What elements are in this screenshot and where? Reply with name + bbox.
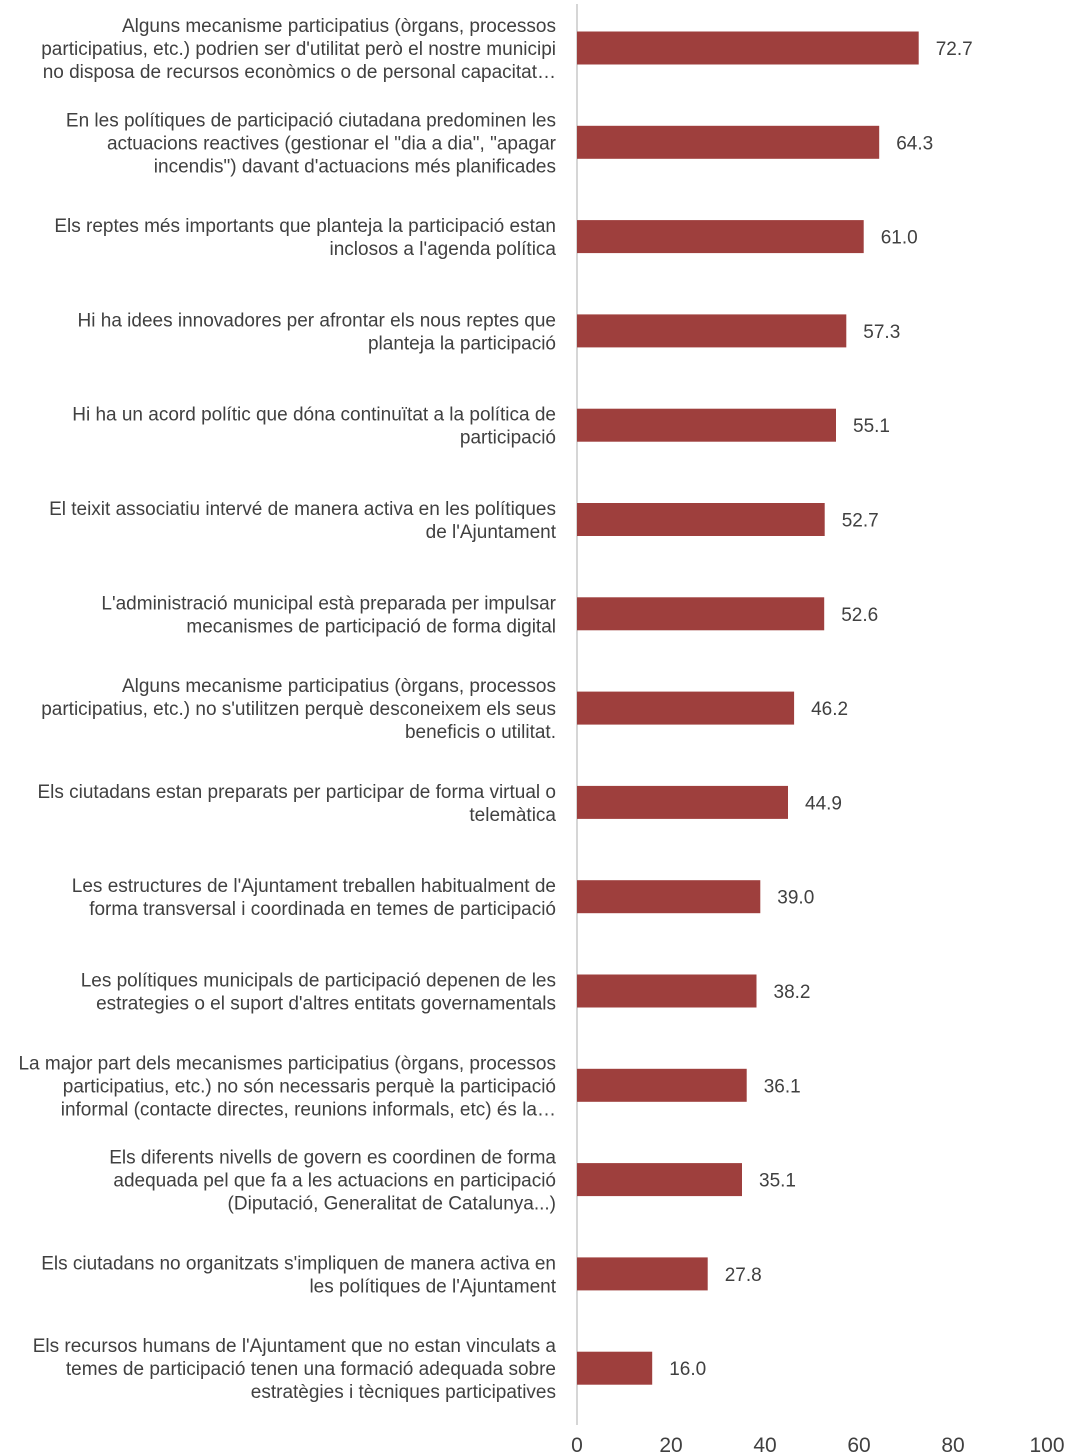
data-label: 72.7 (936, 39, 973, 60)
category-label: temes de participació tenen una formació… (66, 1359, 556, 1380)
bar (577, 314, 847, 348)
category-label: Els ciutadans no organitzats s'impliquen… (41, 1253, 556, 1274)
category-label: participatius, etc.) podrien ser d'utili… (41, 39, 556, 60)
category-label: L'administració municipal està preparada… (101, 593, 556, 614)
category-label: de l'Ajuntament (426, 522, 557, 543)
category-label: La major part dels mecanismes participat… (18, 1053, 556, 1074)
category-label: El teixit associatiu intervé de manera a… (49, 499, 556, 520)
bar (577, 220, 864, 254)
category-label: mecanismes de participació de forma digi… (186, 616, 556, 637)
bar (577, 1163, 742, 1197)
bar (577, 974, 757, 1008)
bar (577, 1351, 653, 1385)
category-label: incendis") davant d'actuacions més plani… (154, 156, 556, 177)
bar (577, 785, 788, 819)
data-label: 52.6 (841, 605, 878, 626)
category-label: participatius, etc.) no s'utilitzen perq… (41, 699, 556, 720)
category-label: participatius, etc.) no són necessaris p… (63, 1076, 556, 1097)
category-label: telemàtica (469, 805, 556, 826)
category-label: Els reptes més importants que planteja l… (54, 216, 556, 237)
category-label: Alguns mecanisme participatius (òrgans, … (122, 16, 556, 37)
data-label: 27.8 (725, 1265, 762, 1286)
category-label: planteja la participació (368, 333, 556, 354)
category-label: Les polítiques municipals de participaci… (81, 971, 556, 992)
data-label: 38.2 (774, 982, 811, 1003)
data-label: 39.0 (777, 888, 814, 909)
category-label: actuacions reactives (gestionar el "dia … (107, 133, 557, 154)
x-tick-label: 0 (571, 1434, 583, 1454)
category-label: Els recursos humans de l'Ajuntament que … (33, 1336, 557, 1357)
bar (577, 125, 880, 159)
category-label: inclosos a l'agenda política (330, 239, 557, 260)
category-label: Alguns mecanisme participatius (òrgans, … (122, 676, 556, 697)
data-label: 57.3 (863, 322, 900, 343)
x-tick-label: 60 (847, 1434, 870, 1454)
category-label: Els ciutadans estan preparats per partic… (37, 782, 556, 803)
category-label: Les estructures de l'Ajuntament treballe… (72, 876, 556, 897)
category-label: (Diputació, Generalitat de Catalunya...) (228, 1194, 556, 1215)
category-label: estratègies i tècniques participatives (251, 1382, 556, 1403)
data-label: 35.1 (759, 1171, 796, 1192)
bar (577, 31, 919, 65)
x-tick-label: 80 (941, 1434, 964, 1454)
data-label: 55.1 (853, 416, 890, 437)
category-label: estrategies o el suport d'altres entitat… (96, 994, 556, 1015)
category-label: En les polítiques de participació ciutad… (66, 110, 556, 131)
data-label: 61.0 (881, 228, 918, 249)
bar (577, 880, 761, 914)
bar (577, 1068, 747, 1102)
category-label: les polítiques de l'Ajuntament (309, 1276, 556, 1297)
category-label: no disposa de recursos econòmics o de pe… (43, 62, 556, 83)
category-label: participació (460, 428, 556, 449)
x-tick-label: 100 (1029, 1434, 1064, 1454)
data-label: 46.2 (811, 699, 848, 720)
data-label: 64.3 (896, 133, 933, 154)
bar (577, 597, 825, 631)
category-label: adequada pel que fa a les actuacions en … (113, 1171, 556, 1192)
category-label: Els diferents nivells de govern es coord… (109, 1148, 556, 1169)
x-tick-label: 20 (659, 1434, 682, 1454)
bar (577, 503, 825, 536)
data-label: 52.7 (842, 511, 879, 532)
category-label: beneficis o utilitat. (405, 722, 556, 743)
category-label: Hi ha un acord polític que dóna continuï… (72, 405, 556, 426)
category-label: Hi ha idees innovadores per afrontar els… (78, 310, 556, 331)
bar (577, 1257, 708, 1291)
bar (577, 408, 836, 442)
category-label: forma transversal i coordinada en temes … (89, 899, 556, 920)
category-label: informal (contacte directes, reunions in… (61, 1099, 556, 1120)
data-label: 44.9 (805, 793, 842, 814)
bar (577, 691, 795, 725)
data-label: 36.1 (764, 1076, 801, 1097)
data-label: 16.0 (669, 1359, 706, 1380)
x-tick-label: 40 (753, 1434, 776, 1454)
